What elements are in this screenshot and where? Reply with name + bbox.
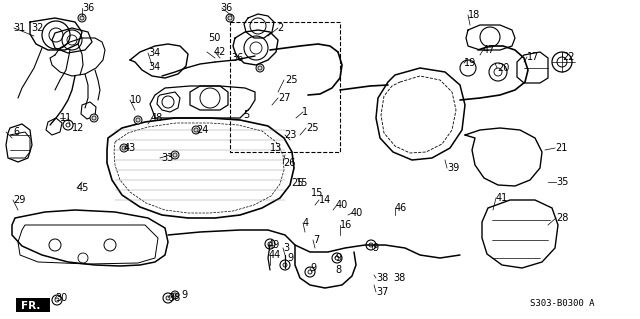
Text: 20: 20: [497, 63, 509, 73]
Text: 30: 30: [55, 293, 67, 303]
Text: 9: 9: [372, 243, 378, 253]
Text: 8: 8: [335, 265, 341, 275]
Text: 29: 29: [13, 195, 26, 205]
Circle shape: [192, 126, 200, 134]
Text: FR.: FR.: [21, 301, 40, 311]
Text: 40: 40: [351, 208, 364, 218]
Text: 10: 10: [130, 95, 142, 105]
Text: 1: 1: [302, 107, 308, 117]
Text: 36: 36: [220, 3, 232, 13]
Text: 23: 23: [284, 130, 296, 140]
Text: 36: 36: [231, 53, 243, 63]
Text: 38: 38: [168, 293, 180, 303]
Text: 16: 16: [340, 220, 352, 230]
Circle shape: [171, 291, 179, 299]
Text: 3: 3: [283, 243, 289, 253]
Text: 45: 45: [77, 183, 90, 193]
Text: 21: 21: [555, 143, 568, 153]
Text: 9: 9: [335, 253, 341, 263]
Text: 47: 47: [483, 45, 495, 55]
Text: 34: 34: [148, 62, 160, 72]
Text: 28: 28: [556, 213, 568, 223]
Text: 14: 14: [319, 195, 332, 205]
Text: 48: 48: [151, 113, 163, 123]
Text: 27: 27: [278, 93, 291, 103]
Text: 9: 9: [310, 263, 316, 273]
Text: 15: 15: [311, 188, 323, 198]
Circle shape: [90, 114, 98, 122]
Text: 43: 43: [124, 143, 136, 153]
Text: 35: 35: [556, 177, 568, 187]
Text: 22: 22: [562, 52, 575, 62]
Text: 7: 7: [313, 235, 319, 245]
Text: 4: 4: [303, 218, 309, 228]
Text: 36: 36: [82, 3, 94, 13]
Text: 5: 5: [243, 110, 249, 120]
Text: 32: 32: [31, 23, 44, 33]
Text: 19: 19: [464, 58, 476, 68]
Circle shape: [134, 116, 142, 124]
Bar: [16, 298, 50, 312]
Bar: [230, 22, 340, 152]
Text: 34: 34: [148, 48, 160, 58]
Circle shape: [171, 151, 179, 159]
Text: 13: 13: [270, 143, 282, 153]
Text: 24: 24: [196, 125, 209, 135]
Text: 50: 50: [208, 33, 220, 43]
Circle shape: [226, 14, 234, 22]
Text: 9: 9: [287, 253, 293, 263]
Text: 2: 2: [277, 23, 284, 33]
Text: S303-B0300 A: S303-B0300 A: [531, 299, 595, 308]
Text: 46: 46: [395, 203, 407, 213]
Circle shape: [256, 64, 264, 72]
Text: 38: 38: [393, 273, 405, 283]
Text: 38: 38: [376, 273, 388, 283]
Text: 42: 42: [214, 47, 227, 57]
Text: 12: 12: [72, 123, 84, 133]
Text: 49: 49: [268, 240, 280, 250]
Circle shape: [78, 14, 86, 22]
Text: 17: 17: [527, 52, 540, 62]
Text: 33: 33: [161, 153, 173, 163]
Text: 11: 11: [60, 113, 72, 123]
Text: 15: 15: [296, 178, 308, 188]
Text: 25: 25: [285, 75, 298, 85]
Text: 40: 40: [336, 200, 348, 210]
Text: 31: 31: [13, 23, 25, 33]
Text: 25: 25: [291, 178, 303, 188]
Text: 25: 25: [306, 123, 319, 133]
Text: 9: 9: [181, 290, 187, 300]
Text: 18: 18: [468, 10, 480, 20]
Text: 37: 37: [376, 287, 388, 297]
Text: 39: 39: [447, 163, 460, 173]
Text: 44: 44: [269, 250, 281, 260]
Text: 41: 41: [496, 193, 508, 203]
Text: 26: 26: [283, 158, 296, 168]
Text: 6: 6: [13, 127, 19, 137]
Circle shape: [120, 144, 128, 152]
